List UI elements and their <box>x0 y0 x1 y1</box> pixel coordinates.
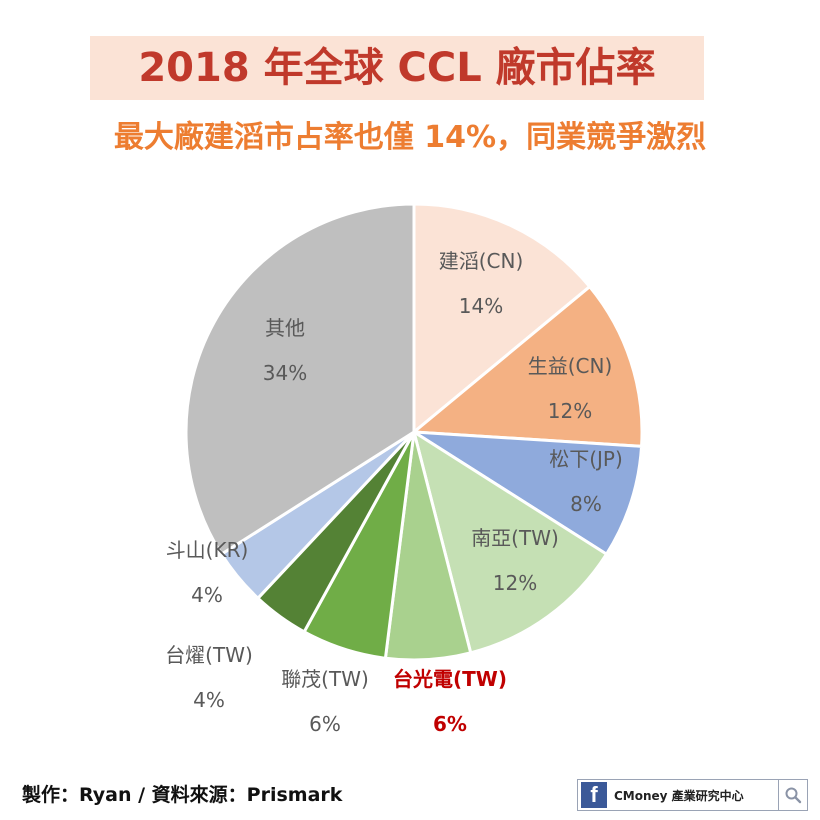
pie-slice-9 <box>184 202 416 557</box>
slice-value-4: 12% <box>493 571 537 595</box>
slice-value-5: 6% <box>433 712 467 736</box>
footer-credit: 製作：Ryan / 資料來源：Prismark <box>22 784 343 806</box>
chart-subtitle: 最大廠建滔市占率也僅 14%，同業競爭激烈 <box>113 120 707 155</box>
slice-label-6: 聯茂(TW) <box>281 667 369 691</box>
facebook-icon: f <box>581 782 607 808</box>
slice-label-4: 南亞(TW) <box>471 526 559 550</box>
search-icon[interactable] <box>778 780 807 810</box>
slice-value-1: 14% <box>459 294 503 318</box>
pie-slice-3 <box>413 430 644 557</box>
slice-label-3: 松下(JP) <box>549 447 623 471</box>
brand-badge[interactable]: f CMoney 產業研究中心 <box>577 779 808 811</box>
slice-label-1: 建滔(CN) <box>439 249 524 273</box>
brand-text: CMoney 產業研究中心 <box>614 788 744 803</box>
slice-value-2: 12% <box>548 399 592 423</box>
slice-label-8: 斗山(KR) <box>166 538 249 562</box>
slice-value-6: 6% <box>309 712 341 736</box>
slice-label-9: 其他 <box>265 316 305 340</box>
pie-slice-2 <box>410 284 644 448</box>
chart-title: 2018 年全球 CCL 廠市佔率 <box>138 45 656 91</box>
slice-value-3: 8% <box>570 492 602 516</box>
slice-value-7: 4% <box>193 688 225 712</box>
title-highlight <box>90 36 704 100</box>
pie-slice-1 <box>412 202 592 436</box>
slice-value-9: 34% <box>263 361 307 385</box>
slice-value-8: 4% <box>191 583 223 607</box>
slice-label-7: 台燿(TW) <box>165 643 253 667</box>
slice-label-5: 台光電(TW) <box>393 667 507 691</box>
slice-label-2: 生益(CN) <box>528 354 613 378</box>
pie-slice-4 <box>411 428 609 655</box>
